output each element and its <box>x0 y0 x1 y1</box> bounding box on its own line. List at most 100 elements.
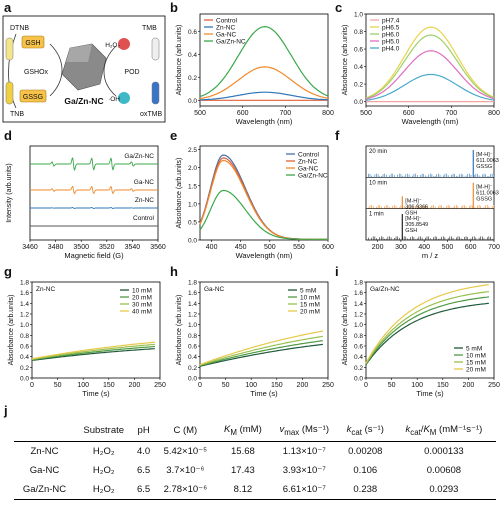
table-cell: 3.7×10⁻⁶ <box>166 465 205 476</box>
table-cell: 15.68 <box>231 446 255 457</box>
y-tick-label: 0.6 <box>188 29 197 36</box>
h2o2-label: H₂O₂ <box>105 42 120 49</box>
series-line <box>31 345 155 361</box>
table-header-cell: vmax (Ms⁻¹) <box>279 424 330 437</box>
x-tick-label: 150 <box>271 382 283 389</box>
legend-entry: pH5.0 <box>382 38 400 45</box>
chart-g: 0 50 100 150 200 250 0.0 0.2 0.4 0.6 0.8 1.0 1.2 1.4 1… <box>8 280 166 399</box>
schematic-panel: Ga/Zn-NC DTNB GSH GSHOx GSSG TNB TMB H₂O₂ POD ·OH… <box>2 15 166 123</box>
nanozyme-facet <box>66 44 92 62</box>
y-tick-label: 1.6 <box>20 290 29 297</box>
y-tick-label: 0.2 <box>188 75 197 82</box>
legend-entry: Control <box>298 151 320 158</box>
chart-title: Zn-NC <box>36 286 55 293</box>
x-tick-label: 250 <box>154 382 166 389</box>
table-cell: 6.61×10⁻⁷ <box>282 484 326 495</box>
legend-entry: Ga-NC <box>216 31 237 38</box>
y-tick-label: 1.0 <box>20 322 29 329</box>
chart-title: Ga-NC <box>204 286 225 293</box>
pod-label: POD <box>124 69 139 76</box>
x-tick-label: 150 <box>437 382 449 389</box>
x-tick-label: 300 <box>395 244 407 251</box>
gsh-label: GSH <box>25 40 40 47</box>
y-tick-label: 0.0 <box>188 98 197 105</box>
chart-i: 0 50 100 150 200 250 0.0 0.2 0.4 0.6 0.8 1.0 1.2 1.4 1… <box>342 280 500 399</box>
peak-name: GSH <box>405 228 417 234</box>
x-tick-label: 700 <box>488 244 500 251</box>
table-cell: 0.00608 <box>426 465 462 476</box>
x-axis-label: Magnetic field (G) <box>64 251 124 260</box>
x-tick-label: 800 <box>488 110 500 117</box>
chart-e: 400 450 500 550 600 0.0 0.5 1.0 1.5 2.0 2.5 Wavelen… <box>176 145 334 260</box>
legend-entry: 15 mM <box>466 359 486 366</box>
y-tick-label: 1.6 <box>188 290 197 297</box>
x-tick-label: 800 <box>322 110 334 117</box>
y-tick-label: 1.8 <box>20 280 29 287</box>
plot-frame <box>365 13 495 107</box>
table-header-cell: C (M) <box>173 425 198 436</box>
legend-entry: 10 mM <box>132 287 152 294</box>
gsh-box <box>21 35 45 49</box>
y-axis-label: Absorbance (arb.units) <box>8 295 15 366</box>
y-tick-label: 0.2 <box>354 365 363 372</box>
table-cell: 0.000133 <box>424 446 464 457</box>
legend-entry: 5 mM <box>300 287 316 294</box>
legend-entry: 20 mM <box>300 308 320 315</box>
series-line <box>365 73 495 101</box>
chart-c: 500 600 700 800 0.0 0.2 0.4 0.6 0.8 1.0 Wavelength… <box>342 12 500 127</box>
x-tick-label: 500 <box>264 244 276 251</box>
x-tick-label: 500 <box>194 110 206 117</box>
y-tick-label: 0.2 <box>20 365 29 372</box>
peak-value: 611.0063 <box>476 158 499 164</box>
y-axis-label: Absorbance (arb.units) <box>342 25 349 96</box>
y-tick-label: 1.8 <box>188 280 197 287</box>
oh-bubble <box>118 92 130 104</box>
table-header-cell: KM (mM) <box>224 424 262 437</box>
y-tick-label: 1.4 <box>20 301 29 308</box>
x-tick-label: 250 <box>488 382 500 389</box>
y-axis-label: Absorbance (arb.units) <box>176 295 183 366</box>
series-line <box>199 189 328 240</box>
x-tick-label: 100 <box>77 382 89 389</box>
y-tick-label: 0.0 <box>188 238 197 245</box>
x-tick-label: 550 <box>293 244 305 251</box>
y-tick-label: 0.6 <box>354 47 363 54</box>
schematic-frame <box>2 15 166 123</box>
tube-icon <box>151 37 160 61</box>
legend-entry: Ga/Zn-NC <box>298 172 328 179</box>
peak-value: 611.0063 <box>476 191 499 197</box>
x-tick-label: 200 <box>129 382 141 389</box>
cycle-arrow <box>103 45 117 97</box>
legend-entry: 10 mM <box>466 352 486 359</box>
subpanel-time: 20 min <box>369 149 387 155</box>
table-row: Zn-NC H₂O₂ 4.0 5.42×10⁻⁵ 15.68 1.13×10⁻⁷ 0.002… <box>14 442 496 462</box>
series-line <box>199 340 323 367</box>
table-cell: Ga/Zn-NC <box>22 484 67 495</box>
y-tick-label: 0.0 <box>354 376 363 383</box>
series-line <box>31 348 155 361</box>
tube-icon <box>5 81 14 105</box>
x-tick-label: 700 <box>279 110 291 117</box>
table-header-row: Substrate pH C (M) KM (mM) vmax (Ms⁻¹) kcat (… <box>14 420 496 442</box>
y-axis-label: Absorbance (arb.units) <box>342 295 349 366</box>
panel-letter-j: j <box>3 403 8 418</box>
legend-entry: 40 mM <box>132 308 152 315</box>
x-axis-label: Wavelength (nm) <box>236 117 293 126</box>
x-tick-label: 400 <box>206 244 218 251</box>
legend-entry: 20 mM <box>466 366 486 373</box>
series-line <box>199 335 323 366</box>
legend-entry: pH6.5 <box>382 24 400 31</box>
panel-letter-h: h <box>170 264 178 279</box>
y-tick-label: 1.6 <box>354 290 363 297</box>
peak-name: GSSG <box>476 164 492 170</box>
x-tick-label: 500 <box>442 244 454 251</box>
y-tick-label: 1.5 <box>188 183 197 190</box>
table-cell: 4.0 <box>137 446 151 457</box>
series-line <box>365 284 489 364</box>
oh-label: ·OH <box>108 96 120 103</box>
peak-label: [M-H]⁻ <box>405 198 421 204</box>
y-tick-label: 2.5 <box>188 147 197 154</box>
y-tick-label: 0.4 <box>354 354 363 361</box>
x-tick-label: 250 <box>322 382 334 389</box>
series-line <box>199 343 323 367</box>
